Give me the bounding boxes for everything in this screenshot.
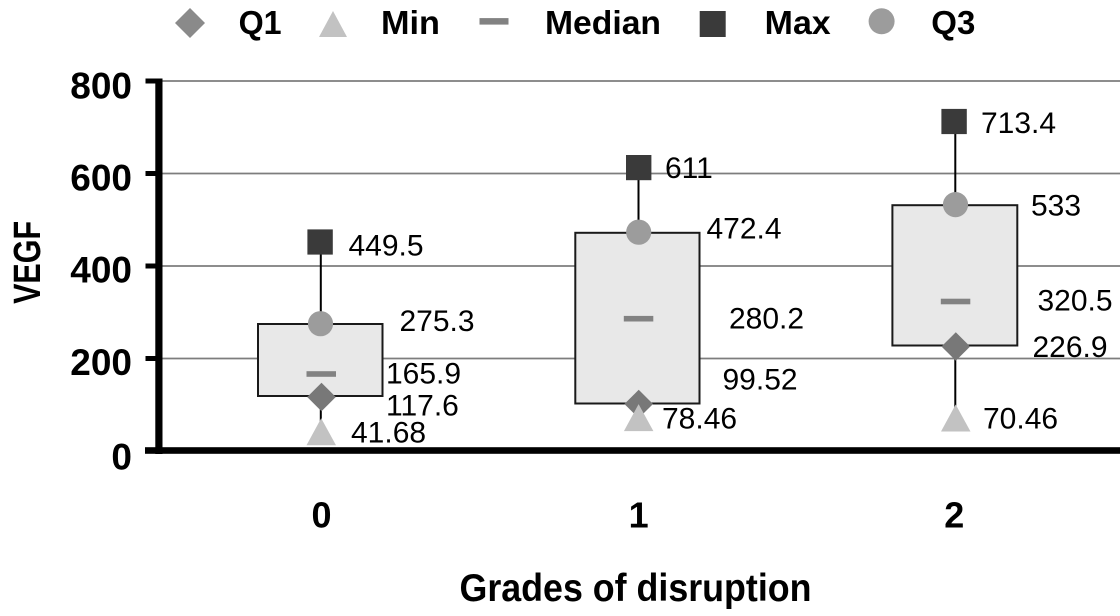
svg-text:41.68: 41.68 — [351, 417, 426, 450]
svg-text:Median: Median — [545, 4, 661, 41]
svg-text:713.4: 713.4 — [981, 107, 1056, 140]
svg-text:275.3: 275.3 — [400, 305, 475, 338]
svg-text:472.4: 472.4 — [707, 212, 782, 245]
svg-text:2: 2 — [944, 495, 964, 536]
svg-text:117.6: 117.6 — [386, 390, 459, 423]
svg-text:320.5: 320.5 — [1038, 285, 1113, 318]
svg-text:165.9: 165.9 — [386, 358, 461, 391]
svg-text:1: 1 — [629, 495, 649, 536]
svg-text:0: 0 — [311, 495, 331, 536]
svg-text:533: 533 — [1031, 190, 1081, 223]
svg-text:Q3: Q3 — [931, 4, 975, 41]
svg-text:449.5: 449.5 — [349, 230, 424, 263]
svg-text:Grades of disruption: Grades of disruption — [460, 567, 812, 610]
svg-text:Q1: Q1 — [239, 4, 282, 41]
svg-text:VEGF: VEGF — [7, 221, 49, 304]
svg-text:400: 400 — [70, 250, 132, 291]
svg-text:Max: Max — [765, 4, 832, 41]
svg-text:611: 611 — [665, 152, 713, 185]
svg-text:800: 800 — [70, 66, 132, 107]
svg-text:226.9: 226.9 — [1033, 331, 1108, 364]
svg-text:200: 200 — [70, 342, 132, 383]
svg-text:280.2: 280.2 — [729, 303, 804, 336]
svg-text:Min: Min — [381, 4, 440, 41]
svg-text:70.46: 70.46 — [983, 402, 1058, 435]
svg-text:78.46: 78.46 — [662, 403, 737, 436]
svg-text:600: 600 — [70, 158, 132, 199]
svg-text:99.52: 99.52 — [723, 364, 798, 397]
svg-text:0: 0 — [111, 437, 132, 478]
